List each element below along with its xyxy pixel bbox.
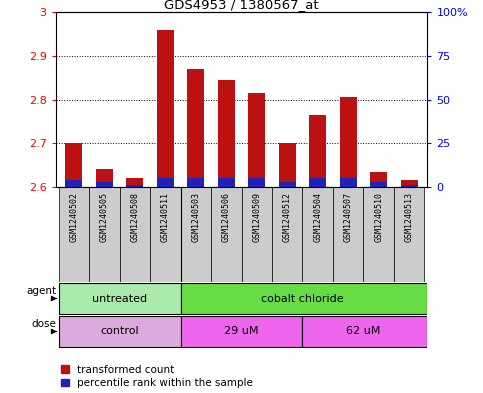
Text: untreated: untreated	[92, 294, 147, 303]
Bar	[58, 283, 181, 314]
Bar	[127, 185, 143, 187]
Bar	[211, 187, 242, 282]
Bar	[248, 93, 265, 187]
Text: GSM1240502: GSM1240502	[70, 192, 78, 242]
Text: GSM1240506: GSM1240506	[222, 192, 231, 242]
Text: dose: dose	[31, 319, 56, 329]
Text: GSM1240512: GSM1240512	[283, 192, 292, 242]
Bar	[89, 187, 120, 282]
Bar	[370, 172, 387, 187]
Text: GSM1240508: GSM1240508	[130, 192, 139, 242]
Text: GSM1240503: GSM1240503	[191, 192, 200, 242]
Text: 62 uM: 62 uM	[346, 327, 381, 336]
Bar	[218, 80, 235, 187]
Bar	[96, 182, 113, 187]
Bar	[363, 187, 394, 282]
Bar	[157, 178, 174, 187]
Bar	[218, 178, 235, 187]
Bar	[187, 69, 204, 187]
Bar	[272, 187, 302, 282]
Text: GSM1240507: GSM1240507	[344, 192, 353, 242]
Bar	[150, 187, 181, 282]
Bar	[370, 182, 387, 187]
Bar	[333, 187, 363, 282]
Text: GSM1240511: GSM1240511	[161, 192, 170, 242]
Bar	[242, 187, 272, 282]
Bar	[309, 178, 326, 187]
Legend: transformed count, percentile rank within the sample: transformed count, percentile rank withi…	[61, 365, 253, 388]
Text: control: control	[100, 327, 139, 336]
Title: GDS4953 / 1380567_at: GDS4953 / 1380567_at	[164, 0, 319, 11]
Bar	[66, 180, 82, 187]
Bar	[58, 187, 89, 282]
Bar	[394, 187, 425, 282]
Bar	[279, 182, 296, 187]
Text: agent: agent	[26, 286, 56, 296]
Bar	[96, 169, 113, 187]
Bar	[58, 316, 181, 347]
Bar	[127, 178, 143, 187]
Bar	[302, 316, 427, 347]
Text: 29 uM: 29 uM	[224, 327, 259, 336]
Bar	[309, 115, 326, 187]
Text: GSM1240504: GSM1240504	[313, 192, 322, 242]
Bar	[181, 187, 211, 282]
Bar	[66, 143, 82, 187]
Bar	[401, 185, 417, 187]
Bar	[279, 143, 296, 187]
Bar	[157, 29, 174, 187]
Text: GSM1240513: GSM1240513	[405, 192, 413, 242]
Text: GSM1240509: GSM1240509	[252, 192, 261, 242]
Bar	[181, 283, 427, 314]
Bar	[248, 178, 265, 187]
Bar	[340, 178, 356, 187]
Bar	[340, 97, 356, 187]
Text: GSM1240505: GSM1240505	[100, 192, 109, 242]
Bar	[401, 180, 417, 187]
Bar	[181, 316, 302, 347]
Bar	[187, 178, 204, 187]
Bar	[302, 187, 333, 282]
Text: GSM1240510: GSM1240510	[374, 192, 383, 242]
Bar	[120, 187, 150, 282]
Text: cobalt chloride: cobalt chloride	[261, 294, 344, 303]
